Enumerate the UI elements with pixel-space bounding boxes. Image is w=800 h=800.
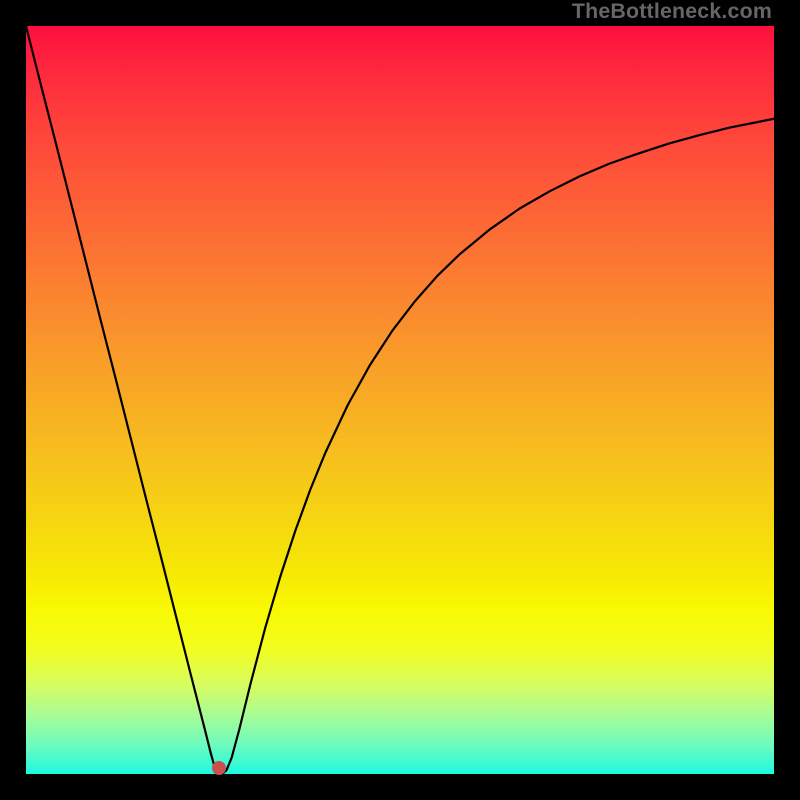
- watermark-text: TheBottleneck.com: [572, 0, 772, 24]
- bottleneck-curve: [26, 26, 774, 774]
- optimal-point-marker: [212, 761, 226, 775]
- plot-area: [26, 26, 774, 774]
- chart-frame: TheBottleneck.com: [0, 0, 800, 800]
